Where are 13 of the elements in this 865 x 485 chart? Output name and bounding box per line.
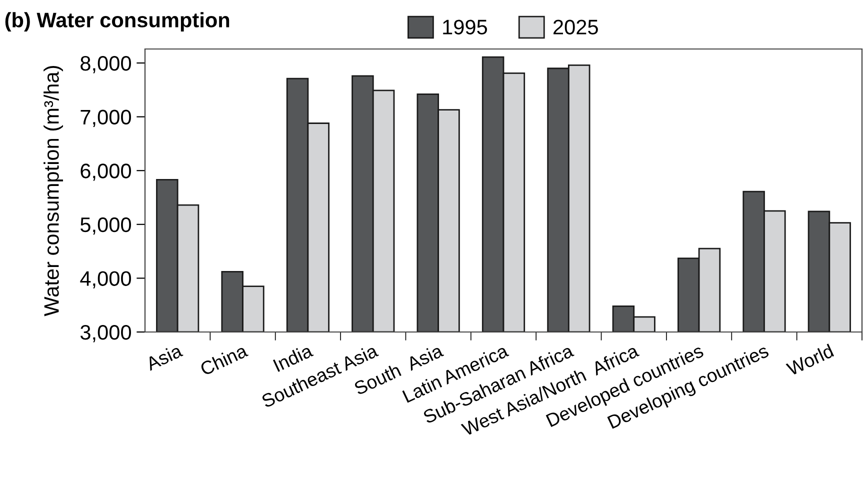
legend-label: 2025	[554, 20, 598, 34]
x-tick-label: China	[199, 343, 249, 376]
x-tick-label: World	[785, 344, 834, 376]
y-tick-label: 5,000	[80, 217, 131, 235]
y-tick-label: 6,000	[80, 164, 131, 181]
y-tick-label: 4,000	[80, 271, 131, 288]
x-tick-label: Asia	[144, 343, 184, 371]
legend-label: 1995	[443, 20, 488, 34]
y-tick-label: 8,000	[80, 56, 131, 74]
y-tick-label: 3,000	[80, 325, 131, 342]
chart-title: (b) Water consumption	[5, 12, 230, 32]
y-tick-label: 7,000	[80, 110, 131, 128]
y-axis-title: Water consumption (m³/ha)	[44, 66, 64, 316]
